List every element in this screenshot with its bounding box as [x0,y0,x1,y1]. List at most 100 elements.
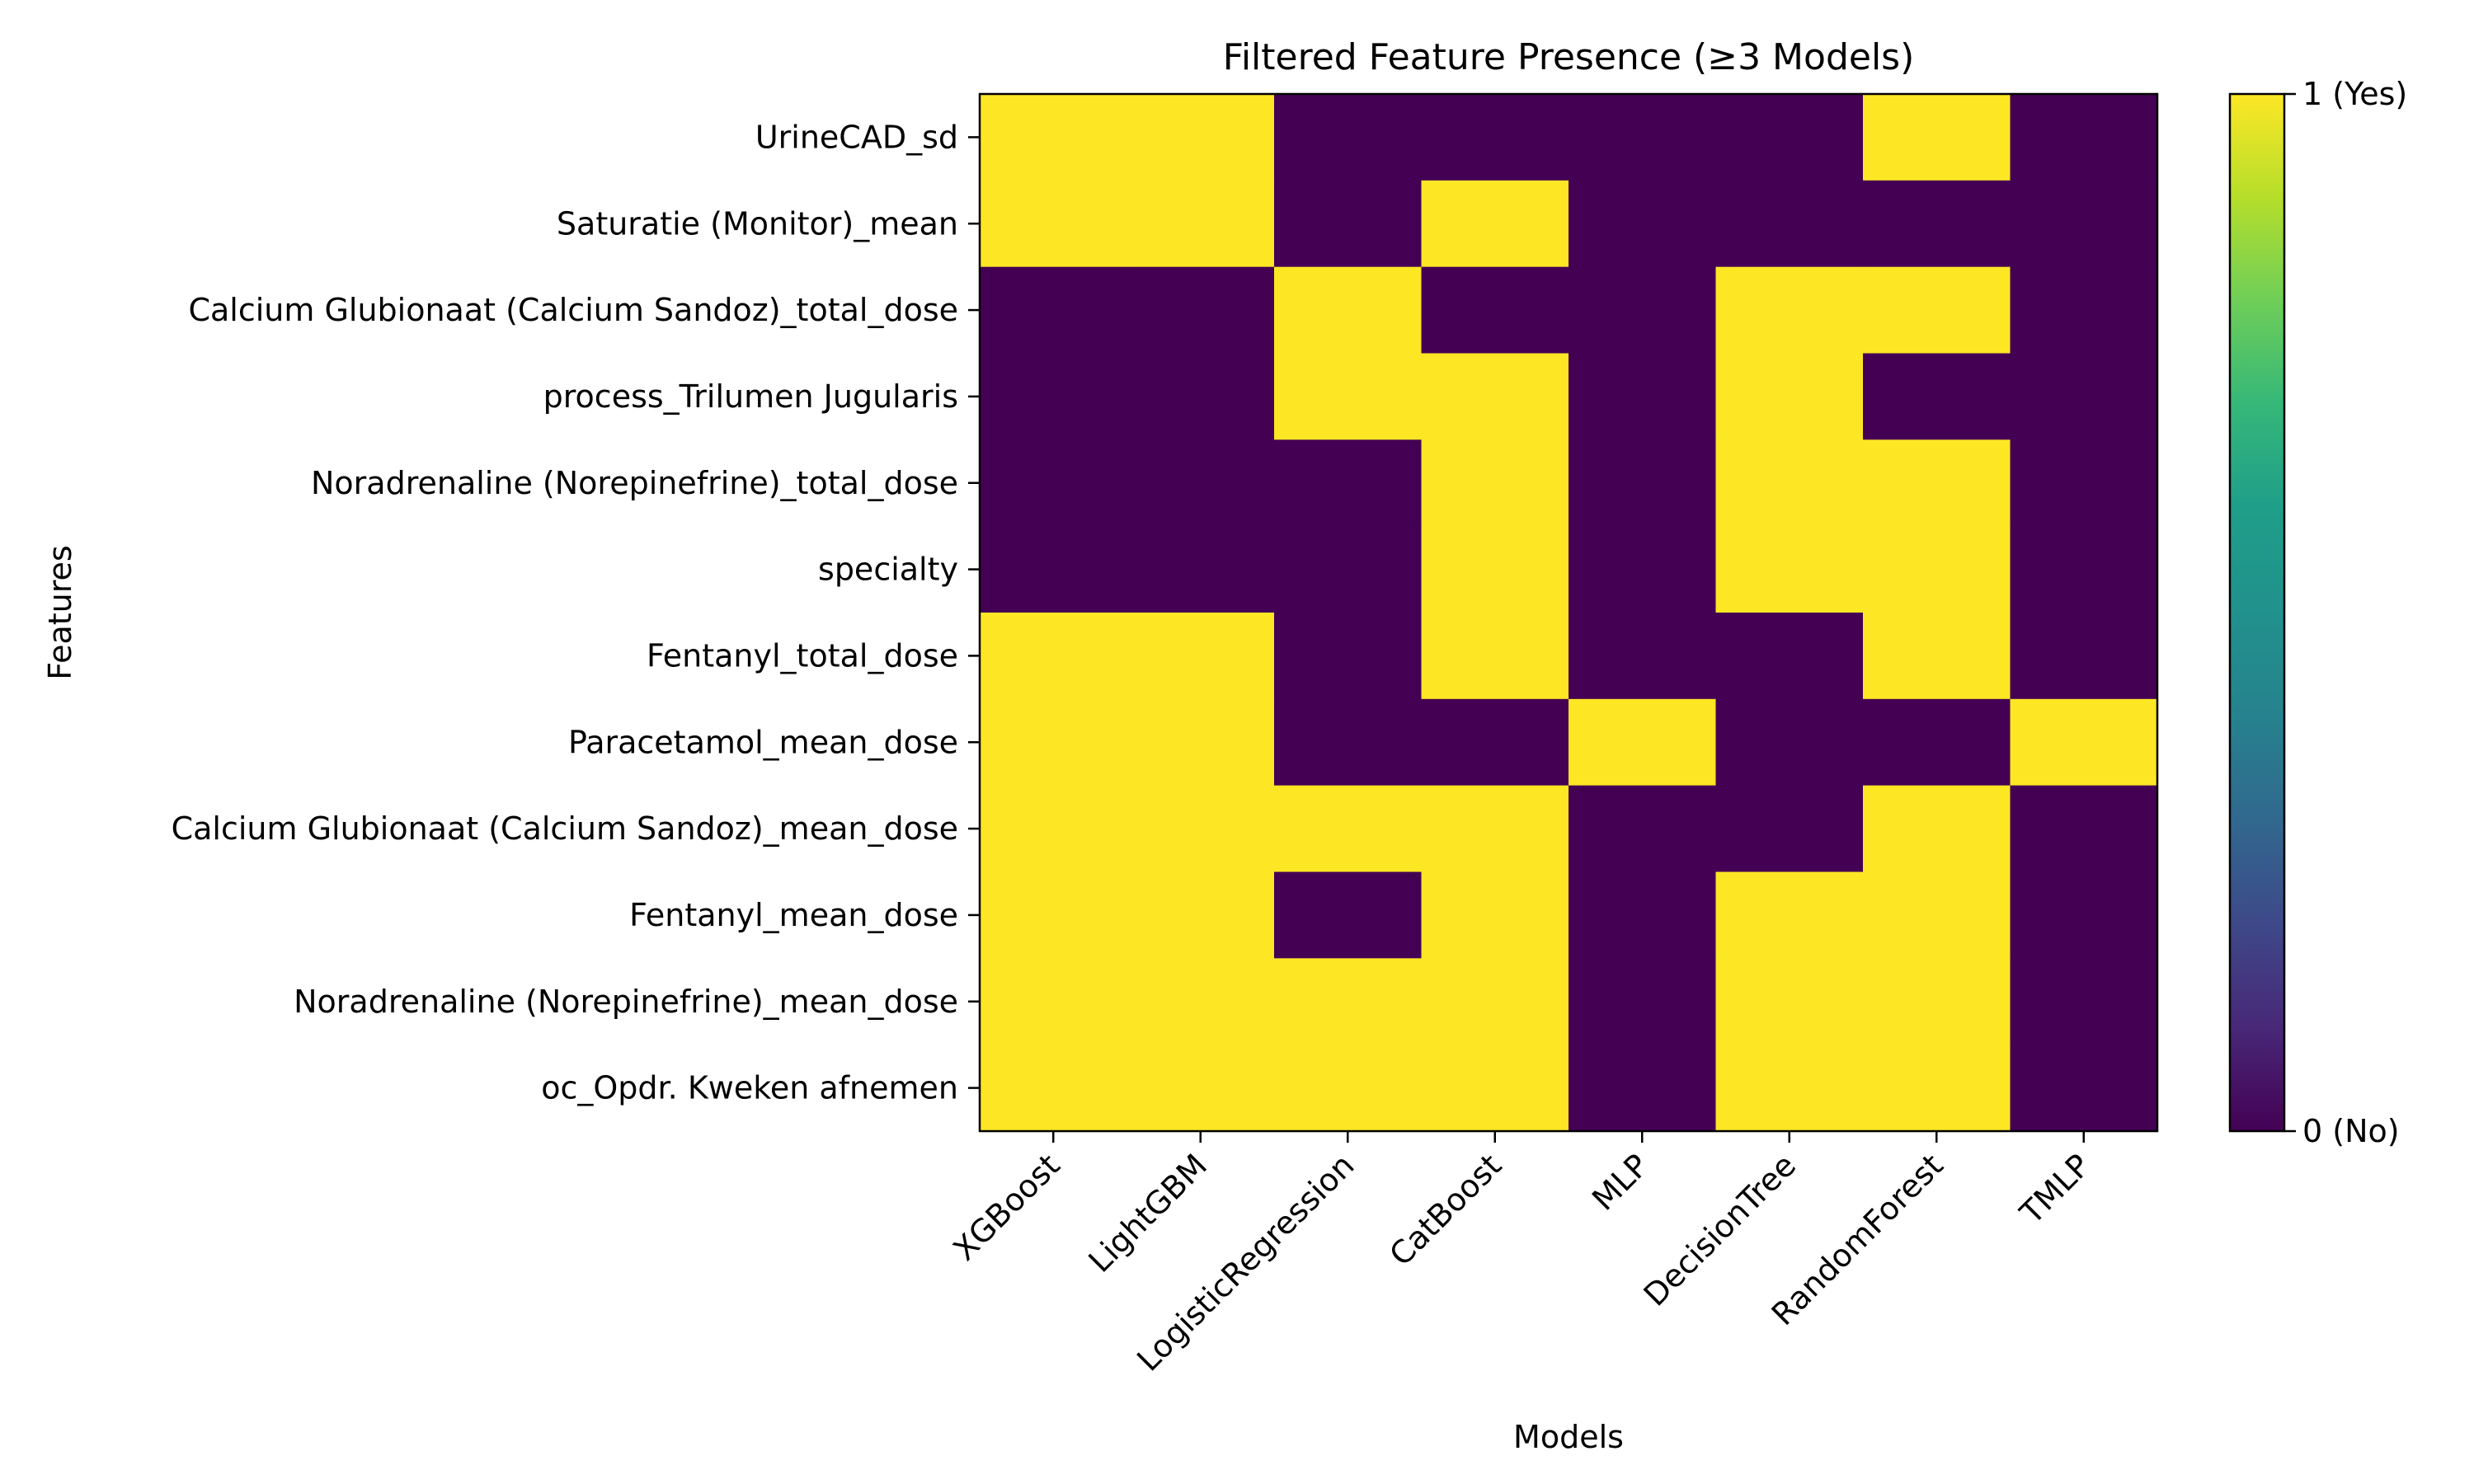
heatmap-cell [1569,871,1717,959]
heatmap-cell [1569,1045,1717,1132]
heatmap-cell [980,871,1128,959]
heatmap-cell [1569,94,1717,181]
heatmap-cell [1863,180,2011,268]
heatmap-cell [2010,526,2158,613]
heatmap-cell [1274,266,1423,355]
heatmap-cell [1863,439,2011,527]
heatmap-cell [2010,871,2158,959]
heatmap-cell [1421,180,1569,268]
y-tick-label: Calcium Glubionaat (Calcium Sandoz)_mean… [172,810,958,847]
colorbar: 1 (Yes) 0 (No) [2228,76,2407,1149]
heatmap-cell [980,353,1128,440]
heatmap-cell [1715,526,1864,613]
heatmap-cell [1421,266,1569,355]
colorbar-gradient [2230,94,2284,1131]
heatmap-cell [1421,94,1569,181]
heatmap-cell [1715,698,1864,787]
heatmap-cell [1715,613,1864,700]
heatmap-cell [980,94,1128,181]
heatmap-cell [1126,180,1275,268]
heatmap-cell [2010,180,2158,268]
heatmap-cell [1126,698,1275,787]
heatmap-cell [2010,266,2158,355]
heatmap-cell [1274,871,1423,959]
y-tick-label: Fentanyl_mean_dose [629,897,958,933]
heatmap-cell [1715,353,1864,440]
heatmap-cell [1863,266,2011,355]
heatmap-cell [980,613,1128,700]
heatmap-cell [1126,785,1275,873]
x-tick-label: XGBoost [946,1147,1066,1267]
heatmap-cell [1421,613,1569,700]
heatmap-cell [1126,94,1275,181]
heatmap-cell [1569,698,1717,787]
heatmap-cell [1715,958,1864,1045]
y-axis: UrineCAD_sd Saturatie (Monitor)_mean Calci… [172,119,980,1106]
x-tick-label: LightGBM [1082,1147,1215,1280]
heatmap-cell [1715,871,1864,959]
heatmap-cell [2010,1045,2158,1132]
heatmap-cell [1715,1045,1864,1132]
heatmap-cell [1274,785,1423,873]
heatmap-cell [1863,353,2011,440]
heatmap-cell [1863,1045,2011,1132]
y-tick-label: oc_Opdr. Kweken afnemen [541,1070,958,1106]
heatmap-cell [1126,266,1275,355]
heatmap-cell [1569,266,1717,355]
x-tick-label: TMLP [2013,1147,2098,1232]
heatmap-cell [2010,94,2158,181]
heatmap-cell [1126,958,1275,1045]
y-tick-label: Noradrenaline (Norepinefrine)_mean_dose [294,984,958,1020]
y-tick-label: Fentanyl_total_dose [647,637,958,674]
plot-frame [978,92,2159,1133]
heatmap-cell [1421,1045,1569,1132]
heatmap-cell [1421,871,1569,959]
heatmap-cell [1274,180,1423,268]
heatmap-cell [1421,353,1569,440]
heatmap-cell [2010,698,2158,787]
heatmap-cell [1863,698,2011,787]
heatmap-cell [1421,698,1569,787]
heatmap-cell [1274,698,1423,787]
heatmap-cell [980,1045,1128,1132]
heatmap-cell [2010,785,2158,873]
colorbar-tick-label: 0 (No) [2302,1113,2400,1149]
y-tick-label: process_Trilumen Jugularis [543,378,958,415]
heatmap-cell [1126,613,1275,700]
heatmap-cell [1863,958,2011,1045]
heatmap-cell [1421,439,1569,527]
y-tick-label: Paracetamol_mean_dose [568,724,958,760]
heatmap-cell [1569,613,1717,700]
heatmap-cell [980,698,1128,787]
heatmap-cell [980,785,1128,873]
heatmap-cell [1715,180,1864,268]
y-tick-label: specialty [818,552,958,588]
heatmap-cell [1715,785,1864,873]
heatmap-cell [1126,526,1275,613]
heatmap-cell [1863,526,2011,613]
y-tick-label: UrineCAD_sd [755,119,958,155]
heatmap-cell [980,526,1128,613]
heatmap-cell [1421,785,1569,873]
y-axis-label: Features [42,545,78,679]
heatmap-cell [1715,266,1864,355]
x-tick-label: DecisionTree [1637,1147,1803,1313]
y-tick-label: Calcium Glubionaat (Calcium Sandoz)_tota… [188,292,958,328]
heatmap-cell [1569,526,1717,613]
heatmap-cell [1274,1045,1423,1132]
colorbar-frame [2228,92,2286,1133]
heatmap-cell [1863,613,2011,700]
x-tick-label: CatBoost [1382,1147,1508,1273]
heatmap-cell [1863,785,2011,873]
heatmap-cell [980,266,1128,355]
heatmap-cell [2010,439,2158,527]
heatmap-cell [1569,180,1717,268]
heatmap-cell [980,958,1128,1045]
heatmap-cell [1715,94,1864,181]
heatmap-cell [2010,613,2158,700]
heatmap-cell [1126,439,1275,527]
heatmap-cell [1274,526,1423,613]
x-axis-label: Models [1513,1419,1624,1455]
x-tick-label: MLP [1585,1147,1655,1217]
heatmap-cell [1715,439,1864,527]
